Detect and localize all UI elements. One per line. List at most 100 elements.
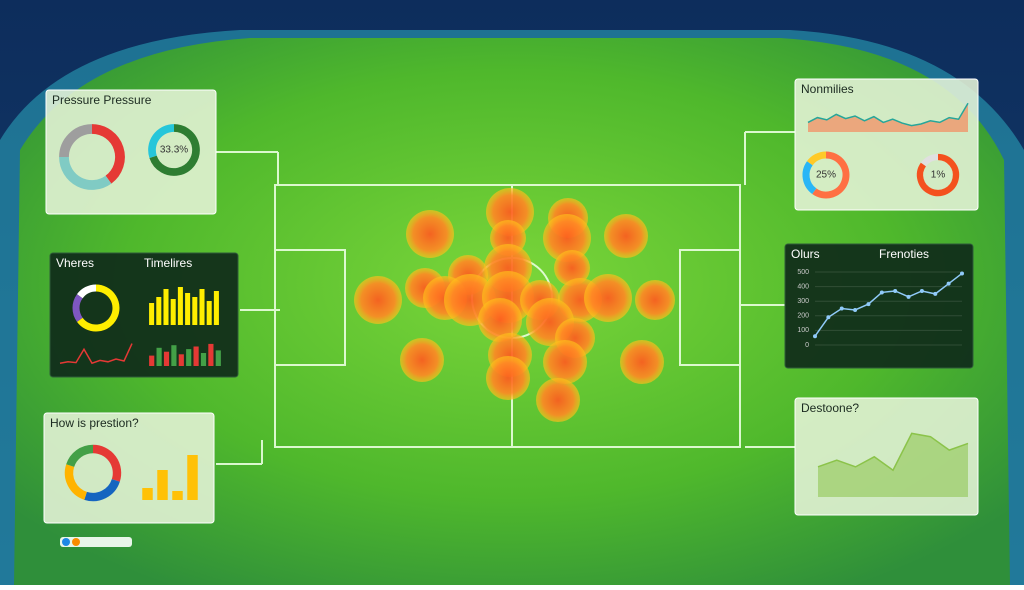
panel-bg	[49, 252, 239, 378]
donut-segment	[92, 444, 122, 482]
bar	[186, 349, 192, 366]
heat-spot	[543, 214, 591, 262]
heat-spot	[354, 276, 402, 324]
panel-bg	[794, 78, 979, 211]
bar	[142, 488, 153, 500]
donut-segment	[59, 156, 112, 190]
y-tick-label: 500	[797, 269, 809, 276]
panel-title: Olurs	[791, 247, 820, 261]
donut-segment	[76, 284, 120, 332]
y-tick-label: 400	[797, 283, 809, 290]
bar	[170, 299, 176, 325]
donut-segment	[802, 161, 817, 195]
panel: Vheres Timelires	[49, 252, 239, 378]
bar	[206, 301, 212, 325]
donut-segment	[64, 464, 88, 500]
heat-spot	[620, 340, 664, 384]
donut-label: 25%	[816, 170, 836, 181]
donut-segment	[916, 153, 960, 197]
panel: Destoone?	[794, 397, 979, 516]
donut-segment	[91, 124, 125, 184]
panel-bg	[784, 243, 974, 369]
line	[59, 343, 133, 365]
heat-spot	[400, 338, 444, 382]
bar	[163, 289, 169, 325]
bar	[157, 470, 168, 500]
heat-spot	[486, 356, 530, 400]
donut-segment	[59, 124, 93, 158]
panel-title: Destoone?	[801, 401, 859, 415]
bar	[185, 293, 191, 325]
point	[813, 334, 817, 339]
line	[814, 272, 963, 337]
donut-label: 33.3%	[160, 145, 188, 156]
heat-spot	[554, 250, 590, 286]
panel: Olurs Frenoties 0 100 200 300 400 500	[784, 243, 974, 369]
heat-spot	[635, 280, 675, 320]
bar	[178, 354, 184, 366]
heat-spot	[604, 214, 648, 258]
status-bar	[60, 537, 132, 547]
donut-segment	[920, 153, 939, 167]
heat-spot	[543, 340, 587, 384]
bar	[213, 291, 219, 325]
y-tick-label: 200	[797, 313, 809, 320]
panels: Pressure Pressure 33.3% Nonmilies 25% 1% Vher…	[43, 78, 979, 524]
point	[960, 271, 964, 276]
bar	[171, 345, 177, 366]
donut-segment	[812, 151, 850, 199]
panel: Pressure Pressure 33.3%	[45, 89, 217, 215]
panel-title: Vheres	[56, 256, 94, 270]
donut-segment	[149, 124, 200, 176]
bar	[177, 287, 183, 325]
heat-spot	[478, 298, 522, 342]
heat-spot	[536, 378, 580, 422]
point	[946, 281, 951, 286]
panel-title: Pressure Pressure	[52, 93, 152, 107]
donut-label: 1%	[931, 170, 946, 181]
bar	[215, 350, 221, 366]
panel: How is prestion?	[43, 412, 215, 524]
point	[853, 307, 858, 312]
area	[818, 433, 968, 497]
area	[808, 103, 968, 132]
bar	[208, 343, 214, 366]
point	[919, 288, 924, 293]
bar	[193, 346, 199, 366]
point	[893, 288, 898, 293]
bar	[199, 289, 205, 325]
donut-segment	[84, 478, 120, 502]
heatmap	[354, 188, 675, 422]
bar	[156, 297, 162, 325]
donut-segment	[806, 151, 827, 166]
y-tick-label: 0	[805, 342, 809, 349]
bar	[192, 297, 198, 325]
line	[807, 102, 969, 127]
donut-segment	[72, 294, 83, 322]
panel-title: How is prestion?	[50, 416, 139, 430]
panel-title: Frenoties	[879, 247, 929, 261]
panel-bg	[45, 89, 217, 215]
panel-title: Timelires	[144, 256, 192, 270]
pitch-lines	[216, 131, 795, 465]
bar	[187, 455, 198, 500]
point	[826, 315, 831, 320]
donut-segment	[66, 444, 94, 468]
point	[839, 306, 844, 311]
bar	[149, 355, 155, 366]
panel: Nonmilies 25% 1%	[794, 78, 979, 211]
point	[933, 291, 938, 296]
line	[817, 432, 969, 472]
heat-spot	[584, 274, 632, 322]
bar	[200, 353, 207, 366]
bar	[156, 347, 162, 366]
y-tick-label: 300	[797, 298, 809, 305]
bar	[172, 491, 183, 500]
point	[866, 302, 871, 307]
point	[906, 294, 911, 299]
donut-segment	[148, 124, 175, 158]
bar	[163, 351, 170, 366]
bar	[149, 303, 155, 325]
